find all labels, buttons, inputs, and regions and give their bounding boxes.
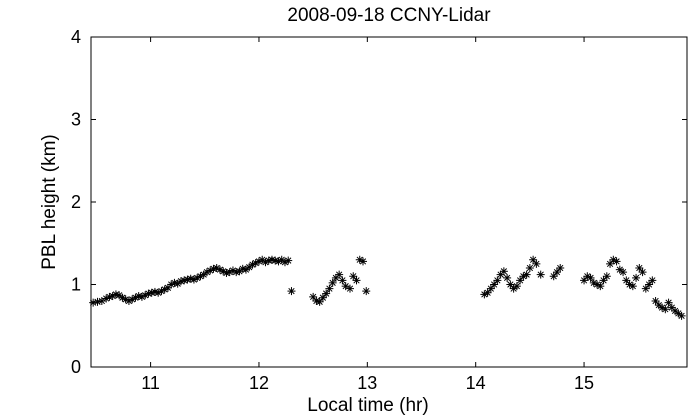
x-tick-label: 13 — [357, 373, 377, 393]
data-point — [503, 273, 512, 282]
y-tick-label: 0 — [71, 357, 81, 377]
data-point — [349, 272, 358, 281]
data-point — [287, 287, 296, 296]
data-point — [493, 276, 502, 285]
y-tick-label: 3 — [71, 110, 81, 130]
y-tick-labels: 0 1 2 3 4 — [71, 27, 81, 377]
data-point — [284, 256, 293, 265]
data-point — [586, 273, 595, 282]
data-point — [580, 276, 589, 285]
data-point — [486, 284, 495, 293]
data-point — [632, 273, 641, 282]
data-point — [552, 268, 561, 277]
data-point — [638, 268, 647, 277]
data-point — [483, 288, 492, 297]
y-axis-title: PBL height (km) — [39, 134, 60, 270]
data-point — [628, 282, 637, 291]
data-point — [596, 282, 605, 291]
data-point — [525, 264, 534, 272]
data-point — [677, 311, 686, 320]
data-point — [606, 259, 615, 268]
data-point — [622, 276, 631, 285]
data-point — [267, 255, 276, 264]
x-tick-label: 15 — [574, 373, 594, 393]
data-point — [645, 280, 654, 289]
data-point — [512, 282, 521, 291]
data-point — [499, 267, 508, 276]
data-point — [506, 280, 515, 289]
data-point — [215, 265, 224, 274]
y-tick-label: 1 — [71, 275, 81, 295]
plot-area — [90, 36, 688, 368]
data-point — [651, 297, 660, 305]
data-point — [352, 276, 361, 285]
data-point — [335, 270, 344, 279]
data-point — [115, 291, 124, 300]
data-point — [160, 285, 169, 294]
data-point — [315, 297, 324, 306]
data-point — [648, 276, 657, 285]
data-point — [661, 305, 670, 314]
data-point — [516, 276, 525, 285]
data-point — [641, 284, 650, 293]
data-point — [328, 278, 337, 287]
data-markers — [89, 255, 686, 320]
chart-title: 2008-09-18 CCNY-Lidar — [287, 5, 491, 26]
data-point — [619, 268, 628, 277]
y-tick-label: 2 — [71, 192, 81, 212]
x-tick-label: 14 — [466, 373, 486, 393]
data-point — [556, 264, 565, 272]
data-point — [322, 289, 331, 298]
data-point — [97, 297, 106, 305]
data-point — [602, 272, 611, 281]
x-tick-labels: 11 12 13 14 15 — [141, 373, 594, 393]
data-point — [309, 292, 318, 301]
data-point — [532, 259, 541, 268]
x-tick-label: 12 — [249, 373, 269, 393]
data-point — [529, 255, 538, 264]
y-tick-label: 4 — [71, 27, 81, 47]
data-point — [341, 282, 350, 291]
data-point — [490, 280, 499, 289]
data-point — [599, 276, 608, 285]
data-point — [522, 270, 531, 279]
axis-ticks — [91, 36, 687, 368]
x-tick-label: 11 — [141, 373, 160, 393]
data-point — [612, 257, 621, 266]
data-point — [325, 284, 334, 293]
data-point — [549, 272, 558, 281]
data-point — [593, 280, 602, 289]
data-point — [362, 287, 371, 296]
data-point — [128, 295, 137, 304]
data-point — [338, 276, 347, 285]
x-axis-title: Local time (hr) — [307, 395, 428, 416]
data-point — [536, 270, 545, 279]
data-point — [664, 298, 673, 307]
data-point — [358, 257, 367, 266]
data-point — [318, 293, 327, 302]
data-point — [635, 264, 644, 272]
data-point — [345, 284, 354, 293]
data-point — [154, 288, 163, 297]
